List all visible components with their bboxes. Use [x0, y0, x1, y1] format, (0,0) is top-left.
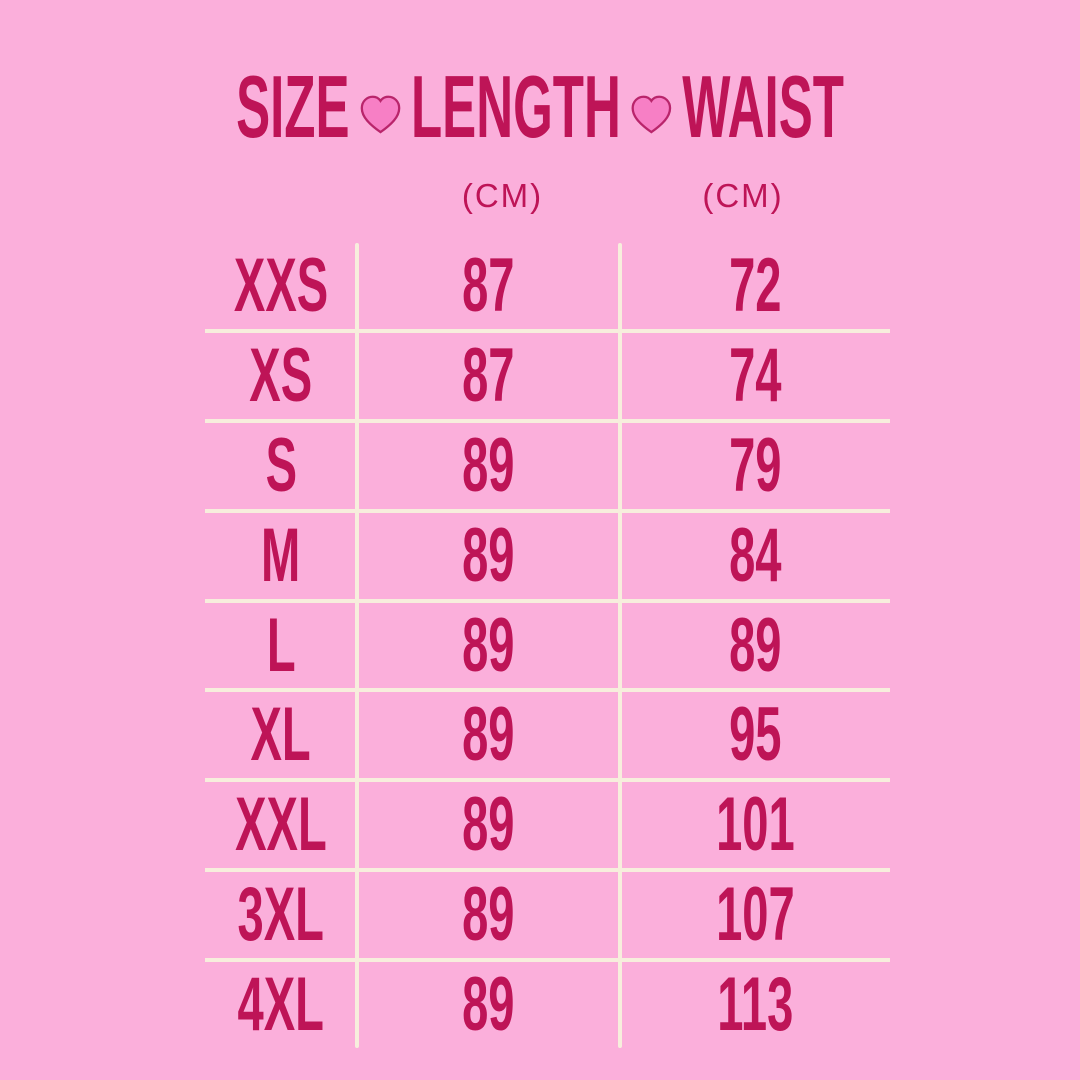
length-value: 89: [462, 692, 515, 778]
waist-value: 113: [716, 962, 794, 1048]
table-row: 3XL 89 107: [205, 872, 890, 963]
size-value: S: [265, 422, 297, 508]
heart-icon: [631, 95, 672, 134]
waist-value: 101: [715, 782, 795, 868]
table-row: XL 89 95: [205, 692, 890, 783]
size-table: XXS 87 72 XS 87 74 S 89 79 M 89 84 L 89 …: [205, 243, 890, 1048]
chart-title: SIZE LENGTH WAIST: [0, 56, 1080, 157]
size-value: 4XL: [237, 962, 325, 1048]
column-divider-line: [618, 243, 622, 1048]
units-spacer: [205, 176, 357, 216]
size-value: M: [261, 512, 301, 598]
length-value: 87: [462, 332, 515, 418]
size-value: 3XL: [237, 872, 325, 958]
length-value: 89: [462, 962, 515, 1048]
length-value: 89: [462, 872, 515, 958]
table-row: M 89 84: [205, 513, 890, 603]
length-value: 89: [462, 782, 515, 868]
waist-unit-label: (CM): [702, 177, 784, 214]
waist-value: 79: [728, 422, 782, 508]
waist-value: 74: [728, 332, 782, 418]
table-row: L 89 89: [205, 603, 890, 693]
table-row: 4XL 89 113: [205, 962, 890, 1048]
title-word-waist: WAIST: [682, 57, 844, 156]
waist-value: 84: [728, 512, 782, 598]
size-value: L: [266, 602, 296, 688]
heart-icon: [360, 95, 401, 134]
table-row: XXS 87 72: [205, 243, 890, 333]
size-value: XXS: [233, 242, 329, 328]
waist-value: 95: [728, 692, 782, 778]
size-value: XL: [250, 692, 312, 778]
length-value: 89: [462, 422, 515, 508]
length-unit-label: (CM): [461, 177, 544, 214]
length-value: 89: [462, 602, 515, 688]
table-row: S 89 79: [205, 423, 890, 513]
length-value: 87: [462, 242, 515, 328]
column-divider-line: [355, 243, 359, 1048]
table-row: XS 87 74: [205, 333, 890, 423]
size-value: XXL: [235, 782, 327, 868]
waist-value: 89: [728, 602, 782, 688]
size-value: XS: [249, 332, 313, 418]
title-word-size: SIZE: [236, 57, 350, 156]
table-row: XXL 89 101: [205, 782, 890, 873]
length-value: 89: [462, 512, 515, 598]
units-row: (CM) (CM): [205, 176, 890, 216]
waist-value: 107: [715, 872, 795, 958]
title-word-length: LENGTH: [410, 57, 621, 156]
waist-value: 72: [728, 242, 782, 328]
chart-title-row: SIZE LENGTH WAIST: [236, 56, 844, 157]
